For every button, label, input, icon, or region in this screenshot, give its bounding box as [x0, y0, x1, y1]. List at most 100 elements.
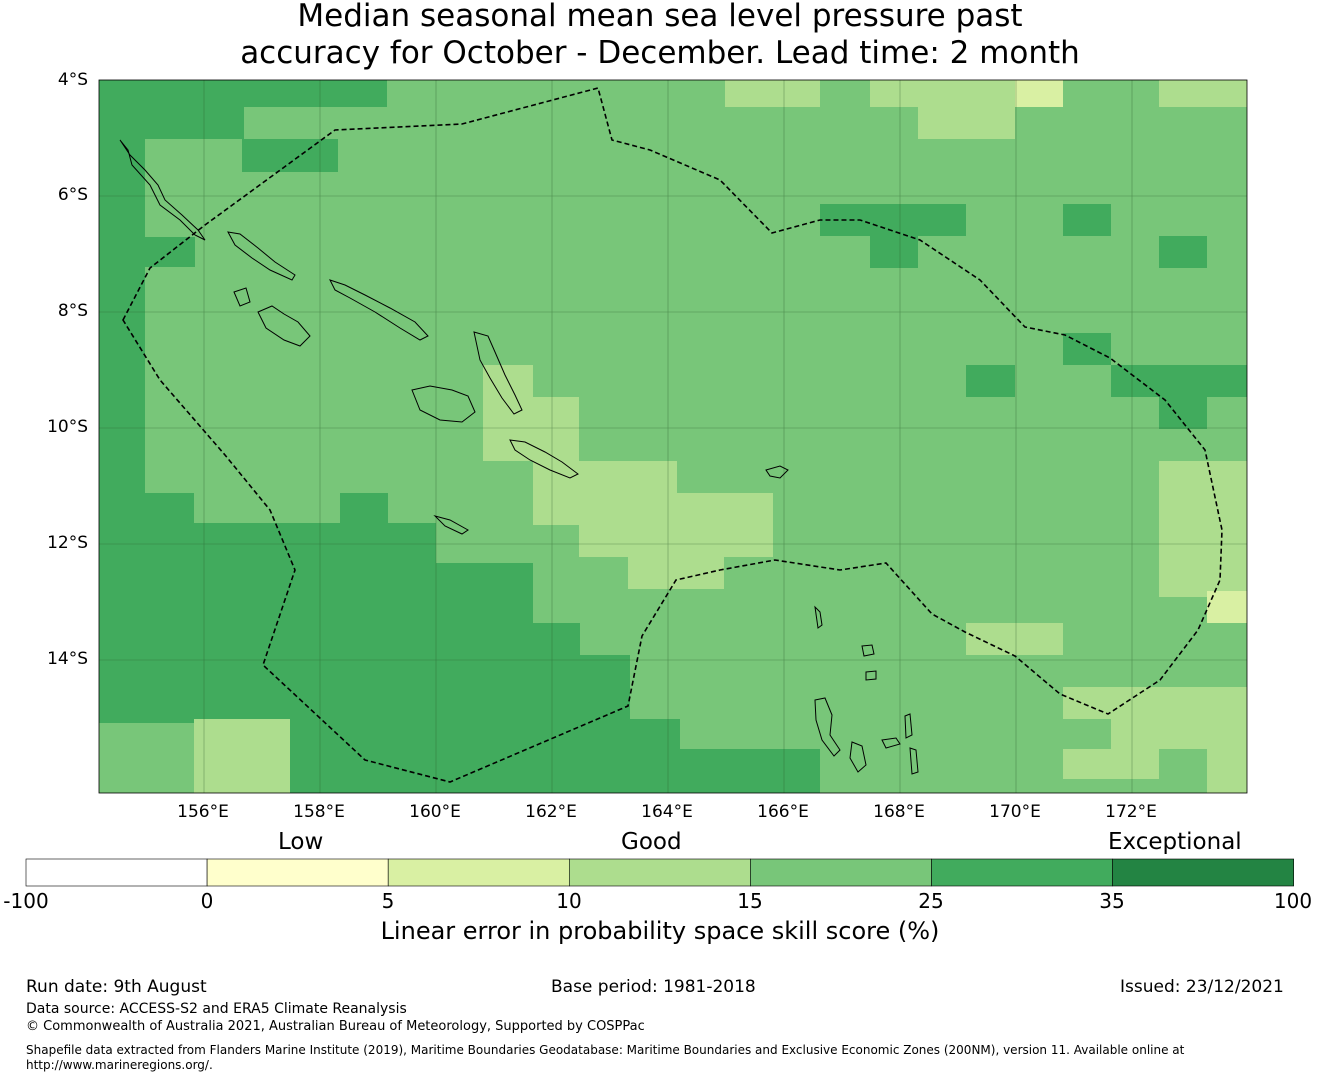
island-pentecost — [909, 747, 919, 775]
colorbar-segment — [25, 858, 208, 887]
skill-cell — [966, 365, 1015, 397]
lat-label-8s: 8°S — [57, 301, 88, 321]
base-period: Base period: 1981-2018 — [551, 977, 756, 997]
colorbar-segment — [931, 858, 1113, 887]
skill-cell — [99, 237, 195, 267]
skill-cell — [1015, 80, 1063, 107]
map-frame — [98, 79, 1248, 794]
skill-cell — [99, 107, 244, 139]
run-date: Run date: 9th August — [26, 977, 207, 997]
data-source: Data source: ACCESS-S2 and ERA5 Climate … — [26, 1001, 407, 1017]
skill-cell — [918, 107, 1015, 139]
skill-cell — [870, 236, 918, 268]
lat-label-10s: 10°S — [47, 417, 88, 437]
island-santa-cruz — [765, 465, 789, 479]
lat-label-14s: 14°S — [47, 649, 88, 669]
island-gaua — [861, 644, 875, 657]
skill-cell — [290, 523, 436, 563]
skill-cell — [1063, 687, 1247, 719]
skill-cell — [628, 557, 724, 589]
title-line-2: accuracy for October - December. Lead ti… — [240, 35, 1080, 71]
skill-cell — [99, 139, 145, 237]
copyright: © Commonwealth of Australia 2021, Austra… — [26, 1019, 645, 1034]
colorbar-tick: 25 — [918, 889, 944, 913]
shapefile-note: Shapefile data extracted from Flanders M… — [26, 1043, 1185, 1057]
island-malaita — [473, 331, 523, 415]
colorbar-tick: -100 — [3, 889, 49, 913]
island-vella-lavella — [233, 287, 251, 307]
lon-label-170e: 170°E — [989, 802, 1041, 822]
colorbar-tick: 15 — [737, 889, 763, 913]
skill-cell — [242, 139, 338, 172]
colorbar-tick: 100 — [1273, 889, 1313, 913]
colorbar-tick: 5 — [381, 889, 395, 913]
lon-label-162e: 162°E — [525, 802, 577, 822]
skill-cell — [1207, 749, 1247, 793]
island-choiseul — [227, 231, 296, 281]
colorbar-title: Linear error in probability space skill … — [380, 917, 940, 945]
skill-cell — [1063, 749, 1159, 779]
lon-label-166e: 166°E — [757, 802, 809, 822]
skill-cell — [194, 749, 820, 793]
skill-cell — [290, 655, 630, 719]
category-good: Good — [621, 829, 682, 855]
island-maewo — [904, 713, 913, 739]
map-gridlines — [99, 80, 1247, 793]
skill-cell — [290, 623, 580, 655]
island-espiritu-santo — [814, 697, 841, 757]
lon-label-156e: 156°E — [177, 802, 229, 822]
lon-label-160e: 160°E — [409, 802, 461, 822]
shapefile-url: http://www.marineregions.org/. — [26, 1058, 213, 1072]
lat-label-12s: 12°S — [47, 533, 88, 553]
island-makira — [509, 439, 579, 479]
island-rennell — [433, 515, 469, 535]
colorbar-segment — [387, 858, 570, 887]
skill-cell — [1159, 397, 1207, 429]
skill-grid — [99, 80, 1247, 793]
lon-label-172e: 172°E — [1105, 802, 1157, 822]
skill-cell — [1111, 365, 1247, 397]
lat-label-6s: 6°S — [57, 185, 88, 205]
skill-cell — [483, 397, 579, 461]
colorbar — [25, 858, 1294, 887]
island-guadalcanal — [411, 385, 476, 423]
issued-date: Issued: 23/12/2021 — [1120, 977, 1284, 997]
island-torres — [814, 605, 823, 629]
island-santa-isabel — [329, 279, 429, 341]
skill-cell — [1159, 461, 1247, 597]
skill-cell — [290, 719, 680, 749]
skill-cell — [1159, 236, 1207, 268]
skill-cell — [99, 523, 292, 723]
skill-cell — [725, 80, 820, 107]
skill-cell — [194, 719, 290, 793]
island-bougainville — [119, 139, 206, 241]
skill-cell — [99, 493, 194, 523]
colorbar-segment — [568, 858, 751, 887]
colorbar-segment — [750, 858, 932, 887]
skill-cell — [966, 623, 1063, 655]
island-vanua-lava — [865, 670, 877, 681]
skill-cell — [1063, 204, 1111, 236]
skill-cell — [99, 267, 145, 493]
colorbar-tick: 35 — [1099, 889, 1125, 913]
skill-cell — [340, 493, 388, 523]
island-malekula — [849, 741, 867, 773]
skill-cell — [99, 80, 387, 107]
colorbar-segment — [206, 858, 389, 887]
skill-cell — [290, 563, 533, 623]
colorbar-segment — [1112, 858, 1294, 887]
colorbar-tick: 0 — [200, 889, 214, 913]
colorbar-tick: 10 — [556, 889, 582, 913]
lon-label-168e: 168°E — [873, 802, 925, 822]
category-low: Low — [278, 829, 324, 855]
skill-cell — [870, 80, 1015, 107]
title-line-1: Median seasonal mean sea level pressure … — [297, 0, 1023, 34]
islands — [119, 139, 919, 775]
lat-label-4s: 4°S — [57, 70, 88, 90]
skill-cell — [1111, 719, 1247, 749]
lon-label-158e: 158°E — [293, 802, 345, 822]
skill-cell — [579, 493, 773, 557]
eez-boundary — [122, 87, 1223, 783]
island-ambae — [881, 737, 901, 749]
